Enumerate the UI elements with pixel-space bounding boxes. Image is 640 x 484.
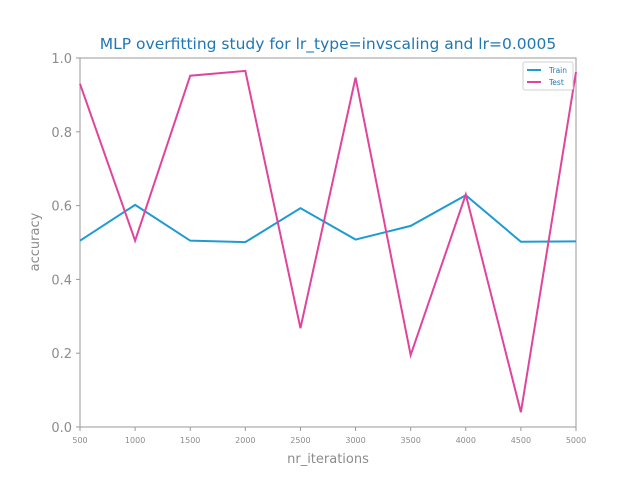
legend-label-test: Test — [548, 78, 564, 87]
x-tick-label: 3500 — [400, 436, 420, 445]
y-tick-label: 0.6 — [51, 200, 72, 215]
y-tick-label: 1.0 — [51, 52, 72, 67]
x-tick-label: 2000 — [235, 436, 255, 445]
x-tick-label: 3000 — [345, 436, 365, 445]
series-line-train — [79, 194, 577, 244]
y-tick-label: 0.8 — [51, 126, 72, 141]
chart-title: MLP overfitting study for lr_type=invsca… — [100, 35, 556, 54]
y-tick-label: 0.4 — [51, 273, 72, 288]
series-layer — [79, 69, 577, 413]
y-tick-label: 0.2 — [51, 347, 72, 362]
x-tick-label: 4000 — [456, 436, 476, 445]
y-tick-label: 0.0 — [51, 421, 72, 436]
legend-label-train: Train — [548, 66, 567, 75]
x-tick-label: 500 — [72, 436, 87, 445]
plot-frame — [79, 57, 577, 428]
x-tick-label: 5000 — [566, 436, 586, 445]
x-axis-label: nr_iterations — [287, 452, 369, 467]
y-axis-label: accuracy — [28, 212, 43, 271]
legend: Train Test — [522, 61, 574, 91]
y-axis-ticks: 0.0 0.2 0.4 0.6 0.8 1.0 — [51, 52, 80, 436]
x-tick-label: 2500 — [290, 436, 310, 445]
plot-spines — [79, 57, 577, 428]
x-axis-ticks: 500 1000 1500 2000 2500 3000 3500 4000 4500 5000 — [72, 427, 586, 445]
series-line-test — [79, 69, 577, 413]
x-tick-label: 1500 — [180, 436, 200, 445]
x-tick-label: 4500 — [511, 436, 531, 445]
x-tick-label: 1000 — [125, 436, 145, 445]
